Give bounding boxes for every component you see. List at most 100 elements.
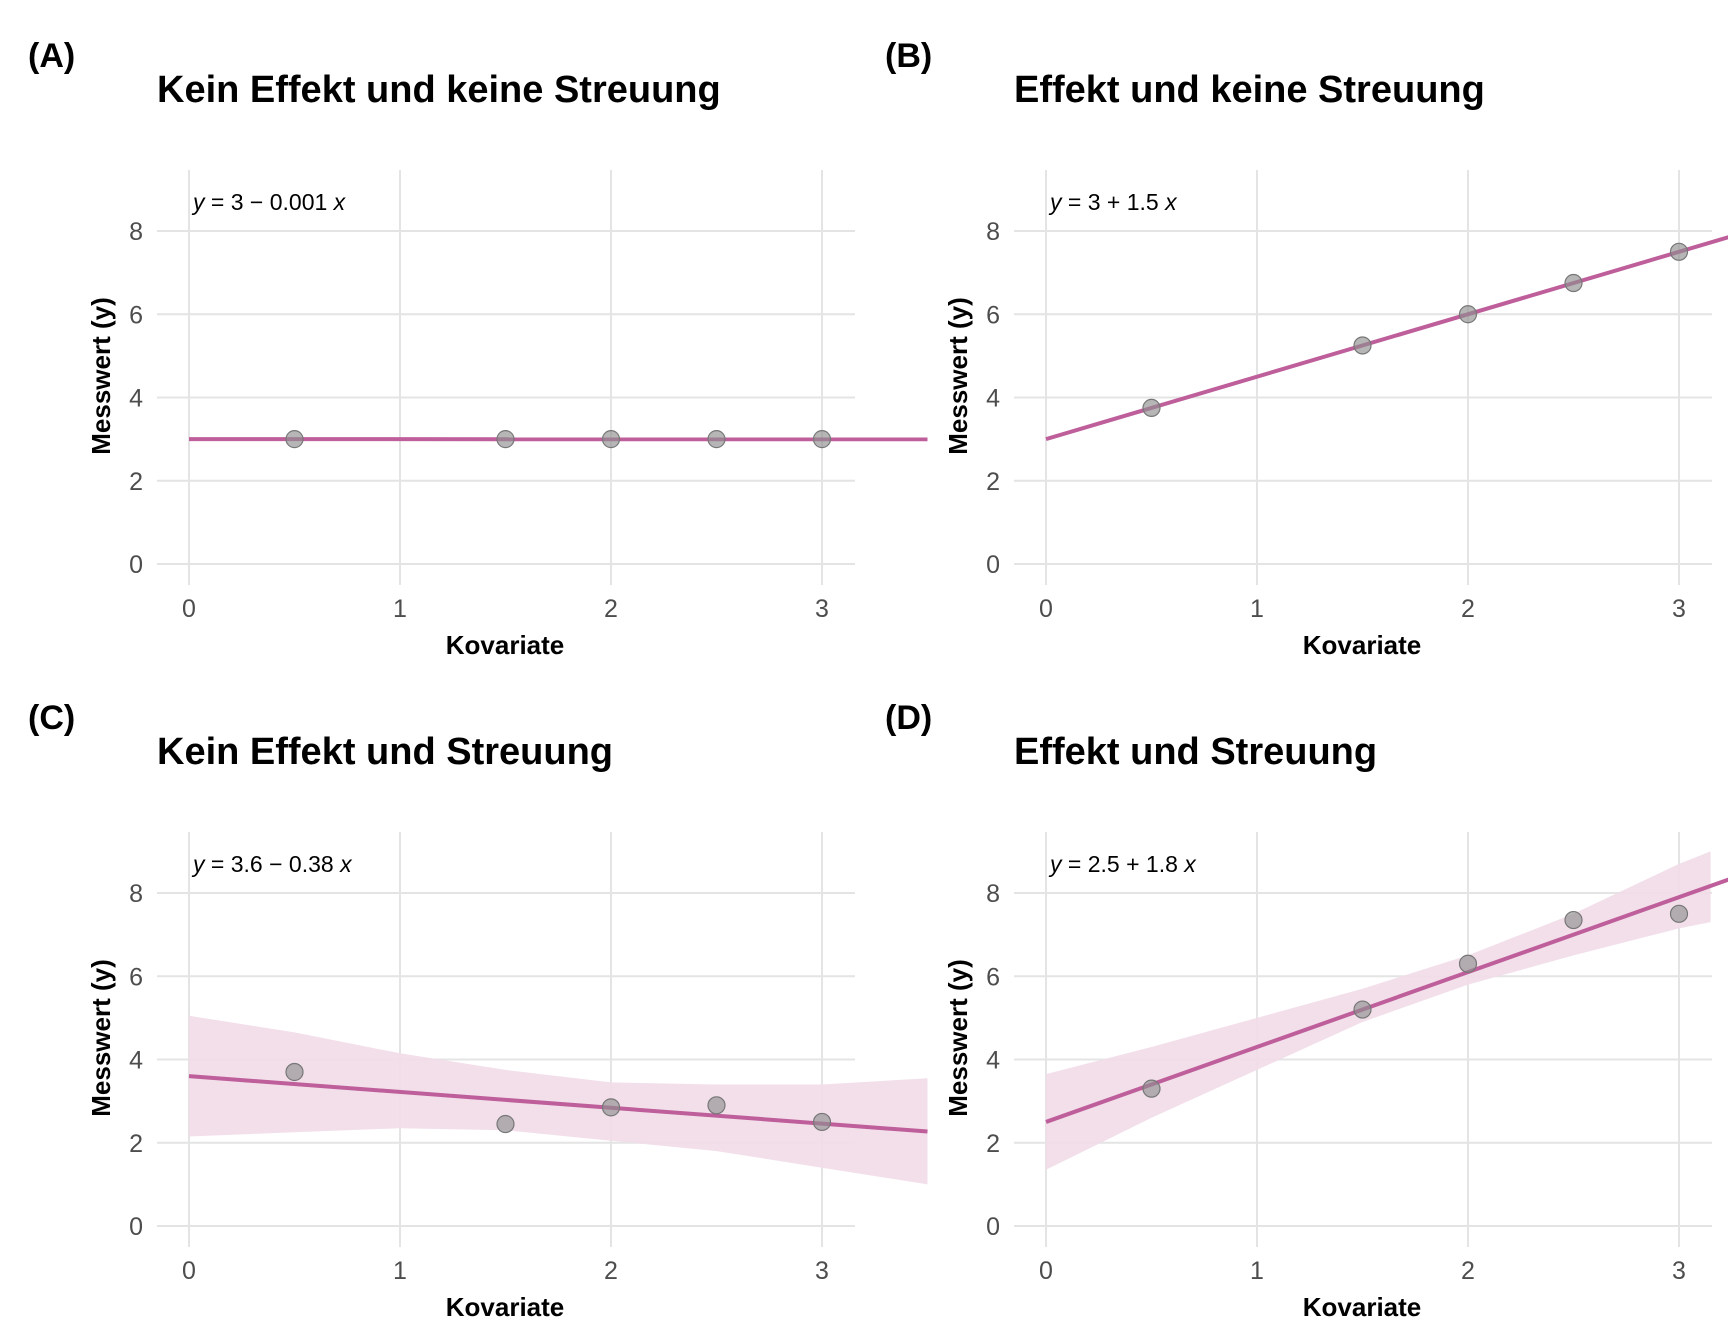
equation-lhs: y [191, 189, 206, 215]
data-point [1458, 305, 1478, 324]
panel-tag: (A) [28, 37, 75, 75]
panel-tag: (D) [885, 699, 932, 737]
x-tick-label: 3 [815, 1257, 829, 1285]
x-tick-label: 2 [604, 1257, 618, 1285]
equation-label: y = 3 − 0.001 x [191, 189, 347, 215]
confidence-band [189, 1015, 928, 1185]
equation-label: y = 2.5 + 1.8 x [1048, 851, 1197, 877]
data-point [1142, 1079, 1161, 1098]
panel-tag: (B) [885, 37, 932, 75]
panel-tag: (C) [28, 699, 75, 737]
equation-rhs: = 3 − 0.001 [205, 189, 334, 215]
regression-line [1045, 235, 1728, 442]
x-tick-label: 0 [1039, 595, 1053, 623]
equation-lhs: y [191, 851, 206, 877]
y-tick-label: 4 [129, 1047, 143, 1075]
x-tick-label: 1 [393, 1257, 407, 1285]
grid [1014, 832, 1712, 1247]
data-point [496, 1114, 515, 1134]
data-point [601, 1098, 621, 1117]
equation-rhs: = 3 + 1.5 [1062, 189, 1166, 215]
y-axis-title: Messwert (y) [86, 959, 116, 1117]
data-point [707, 1096, 726, 1115]
data-point [812, 430, 832, 449]
data-point [496, 430, 515, 449]
equation-rhs: = 3.6 − 0.38 [205, 851, 341, 877]
equation-label: y = 3 + 1.5 x [1048, 189, 1178, 215]
data-point [707, 430, 726, 449]
equation-lhs: y [1048, 189, 1063, 215]
y-tick-label: 4 [986, 385, 1000, 413]
data-point [1353, 1000, 1372, 1019]
panel-0: (A) Kein Effekt und keine Streuung y = 3 −… [28, 37, 928, 660]
y-tick-label: 0 [986, 1213, 1000, 1241]
y-tick-label: 6 [986, 301, 1000, 329]
y-tick-label: 8 [129, 218, 143, 246]
y-axis-title: Messwert (y) [943, 959, 973, 1117]
x-tick-label: 3 [1672, 595, 1686, 623]
equation-var: x [1183, 851, 1197, 877]
y-tick-label: 8 [986, 880, 1000, 908]
x-tick-label: 3 [815, 595, 829, 623]
x-tick-label: 3 [1672, 1257, 1686, 1285]
equation-label: y = 3.6 − 0.38 x [191, 851, 353, 877]
grid [157, 170, 855, 585]
y-tick-label: 4 [986, 1047, 1000, 1075]
data-point [1564, 273, 1583, 293]
x-tick-label: 1 [1250, 595, 1264, 623]
panel-1: (B) Effekt und keine Streuung y = 3 + 1.5 … [885, 37, 1728, 660]
equation-var: x [1164, 189, 1178, 215]
regression-line [1045, 877, 1728, 1124]
panel-title: Kein Effekt und Streuung [157, 731, 613, 773]
x-tick-label: 1 [1250, 1257, 1264, 1285]
data-point [285, 430, 304, 449]
confidence-band [1046, 851, 1711, 1170]
x-tick-label: 0 [182, 1257, 196, 1285]
y-tick-label: 2 [129, 1130, 143, 1158]
x-tick-label: 1 [393, 595, 407, 623]
panel-title: Kein Effekt und keine Streuung [157, 69, 721, 111]
y-tick-label: 2 [129, 468, 143, 496]
y-tick-label: 0 [129, 551, 143, 579]
data-point [1669, 242, 1689, 261]
equation-lhs: y [1048, 851, 1063, 877]
data-point [601, 430, 621, 449]
y-tick-label: 0 [986, 551, 1000, 579]
y-tick-label: 8 [129, 880, 143, 908]
x-axis-title: Kovariate [1303, 1292, 1422, 1322]
panel-2: (C) Kein Effekt und Streuung y = 3.6 − 0.3… [28, 699, 928, 1322]
regression-line [188, 1074, 928, 1134]
data-point [812, 1112, 832, 1132]
equation-var: x [339, 851, 353, 877]
y-axis-title: Messwert (y) [86, 297, 116, 455]
x-tick-label: 2 [1461, 595, 1475, 623]
panel-title: Effekt und keine Streuung [1014, 69, 1485, 111]
x-tick-label: 2 [1461, 1257, 1475, 1285]
y-tick-label: 6 [986, 963, 1000, 991]
x-axis-title: Kovariate [1303, 630, 1422, 660]
data-point [1564, 910, 1583, 930]
y-tick-label: 8 [986, 218, 1000, 246]
data-point [1669, 904, 1689, 923]
data-point [1458, 954, 1478, 973]
equation-rhs: = 2.5 + 1.8 [1062, 851, 1185, 877]
x-tick-label: 2 [604, 595, 618, 623]
panel-title: Effekt und Streuung [1014, 731, 1377, 773]
x-axis-title: Kovariate [446, 1292, 565, 1322]
data-point [285, 1062, 304, 1082]
x-tick-label: 0 [1039, 1257, 1053, 1285]
x-axis-title: Kovariate [446, 630, 565, 660]
y-axis-title: Messwert (y) [943, 297, 973, 455]
y-tick-label: 4 [129, 385, 143, 413]
equation-var: x [333, 189, 347, 215]
data-point [1142, 398, 1161, 418]
y-tick-label: 0 [129, 1213, 143, 1241]
y-tick-label: 2 [986, 468, 1000, 496]
y-tick-label: 6 [129, 301, 143, 329]
data-point [1353, 336, 1372, 355]
grid [1014, 170, 1712, 585]
y-tick-label: 2 [986, 1130, 1000, 1158]
x-tick-label: 0 [182, 595, 196, 623]
y-tick-label: 6 [129, 963, 143, 991]
